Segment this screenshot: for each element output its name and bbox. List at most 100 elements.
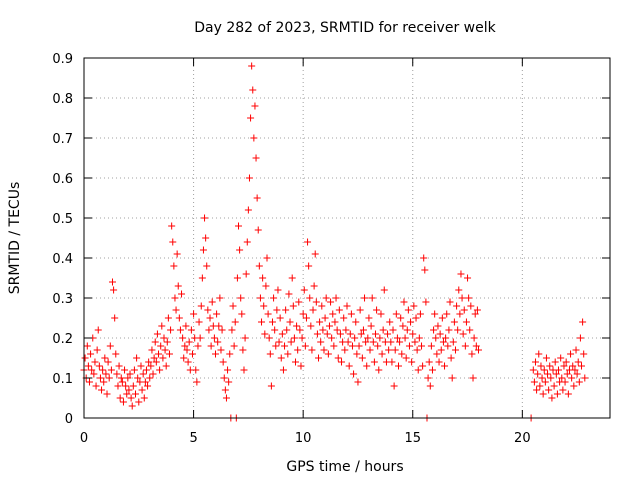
data-point: [306, 294, 314, 302]
data-point: [371, 330, 379, 338]
data-point: [168, 222, 176, 230]
data-point: [447, 354, 455, 362]
data-point: [358, 354, 366, 362]
data-point: [374, 342, 382, 350]
data-point: [316, 318, 324, 326]
data-point: [353, 350, 361, 358]
data-point: [185, 338, 193, 346]
data-point: [271, 326, 279, 334]
data-point: [215, 322, 223, 330]
data-point: [317, 338, 325, 346]
data-point: [190, 310, 198, 318]
data-point: [241, 334, 249, 342]
x-tick-label: 10: [295, 431, 312, 446]
data-point: [388, 358, 396, 366]
chart-title: Day 282 of 2023, SRMTID for receiver wel…: [194, 20, 496, 36]
data-point: [533, 386, 541, 394]
data-point: [580, 350, 588, 358]
data-point: [119, 398, 127, 406]
data-point: [290, 334, 298, 342]
x-tick-label: 5: [189, 431, 197, 446]
data-point: [279, 366, 287, 374]
data-point: [344, 338, 352, 346]
data-point: [285, 290, 293, 298]
data-point: [144, 382, 152, 390]
data-point: [538, 374, 546, 382]
data-point: [115, 362, 123, 370]
data-point: [370, 358, 378, 366]
data-point: [310, 282, 318, 290]
data-point: [454, 326, 462, 334]
data-point: [171, 294, 179, 302]
data-point: [561, 378, 569, 386]
data-point: [563, 370, 571, 378]
x-tick-label: 15: [404, 431, 421, 446]
data-point: [350, 370, 358, 378]
data-point: [139, 370, 147, 378]
data-point: [321, 314, 329, 322]
data-point: [564, 390, 572, 398]
data-point: [338, 358, 346, 366]
data-point: [551, 358, 559, 366]
data-point: [328, 334, 336, 342]
data-point: [324, 350, 332, 358]
data-point: [398, 350, 406, 358]
data-point: [399, 322, 407, 330]
data-point: [539, 390, 547, 398]
data-point: [456, 310, 464, 318]
data-point: [365, 314, 373, 322]
data-point: [219, 358, 227, 366]
data-point: [198, 274, 206, 282]
data-point: [546, 362, 554, 370]
data-point: [333, 326, 341, 334]
data-point: [106, 342, 114, 350]
data-point: [576, 334, 584, 342]
data-point: [341, 346, 349, 354]
data-point: [558, 374, 566, 382]
y-tick-label: 0.8: [52, 92, 73, 107]
data-point: [262, 282, 270, 290]
y-tick-label: 0.2: [52, 332, 73, 347]
data-point: [471, 310, 479, 318]
data-point: [297, 362, 305, 370]
y-tick-label: 0.6: [52, 172, 73, 187]
data-point: [434, 322, 442, 330]
data-point: [127, 394, 135, 402]
data-point: [461, 342, 469, 350]
data-point: [400, 298, 408, 306]
data-point: [210, 334, 218, 342]
y-tick-label: 0.4: [52, 252, 73, 267]
data-point: [274, 286, 282, 294]
data-point: [93, 346, 101, 354]
data-point: [213, 310, 221, 318]
data-point: [122, 382, 130, 390]
data-point: [187, 326, 195, 334]
data-point: [534, 370, 542, 378]
data-point: [581, 374, 589, 382]
data-point: [167, 326, 175, 334]
data-point: [197, 302, 205, 310]
data-point: [448, 374, 456, 382]
data-point: [545, 386, 553, 394]
data-point: [575, 378, 583, 386]
data-point: [318, 302, 326, 310]
data-point: [273, 306, 281, 314]
data-point: [180, 354, 188, 362]
data-point: [178, 290, 186, 298]
data-point: [422, 298, 430, 306]
data-point: [81, 354, 89, 362]
data-point: [252, 154, 260, 162]
data-point: [196, 334, 204, 342]
data-point: [281, 342, 289, 350]
data-point: [298, 334, 306, 342]
data-point: [529, 366, 537, 374]
data-point: [397, 314, 405, 322]
data-point: [240, 366, 248, 374]
data-point: [182, 322, 190, 330]
y-tick-label: 0.1: [52, 372, 73, 387]
data-point: [393, 334, 401, 342]
data-point: [342, 326, 350, 334]
data-point: [313, 330, 321, 338]
y-tick-label: 0.7: [52, 132, 73, 147]
data-point: [384, 330, 392, 338]
